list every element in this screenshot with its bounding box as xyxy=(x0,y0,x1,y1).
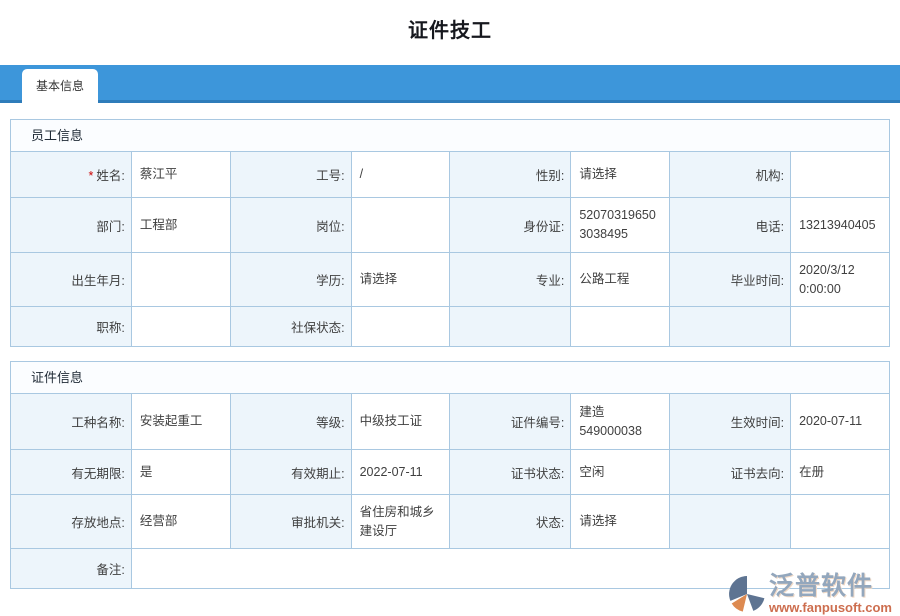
field-value xyxy=(130,548,891,589)
field-label: 电话: xyxy=(669,197,792,253)
field-label: 专业: xyxy=(449,252,572,307)
field-value xyxy=(790,494,890,549)
table-row: 有无期限: 是有效期止: 2022-07-11 证书状态: 空闲 证书去向: 在册 xyxy=(10,449,890,495)
page-title: 证件技工 xyxy=(408,20,492,42)
field-label: 审批机关: xyxy=(229,494,352,549)
watermark-brand: 泛普软件 xyxy=(768,572,873,600)
employee-info-table: * 姓名: 蔡江平 工号: / 性别: 请选择 机构: 部门: 工程部 岗位: 身份证: 5207031… xyxy=(10,151,890,347)
field-label: 性别: xyxy=(449,151,572,198)
field-label: 有无期限: xyxy=(10,449,132,495)
field-value: 请选择 xyxy=(570,151,671,198)
field-label: 工号: xyxy=(229,151,352,198)
field-label: 学历: xyxy=(229,252,352,307)
field-label xyxy=(669,494,792,549)
field-value: 安装起重工 xyxy=(130,393,231,450)
fanpu-logo-icon xyxy=(729,576,765,612)
watermark: 泛普软件 www.fanpusoft.com xyxy=(728,574,892,614)
field-value: 请选择 xyxy=(570,494,671,549)
field-value: 省住房和城乡 建设厅 xyxy=(350,494,451,549)
field-label: 状态: xyxy=(449,494,572,549)
field-value: 请选择 xyxy=(350,252,451,307)
field-value: 52070319650 3038495 xyxy=(570,197,671,253)
watermark-url: www.fanpusoft.com xyxy=(768,600,892,615)
field-value xyxy=(350,197,451,253)
field-value xyxy=(130,252,231,307)
watermark-text: 泛普软件 www.fanpusoft.com xyxy=(768,572,892,615)
field-value xyxy=(790,306,890,347)
section-certificate-info: 证件信息 工种名称: 安装起重工 等级: 中级技工证 证件编号: 建造 549000038… xyxy=(10,361,891,589)
field-value xyxy=(570,306,671,347)
field-label: 有效期止: xyxy=(229,449,352,495)
field-value: 工程部 xyxy=(130,197,231,253)
field-label: 机构: xyxy=(669,151,792,198)
field-value: 经营部 xyxy=(130,494,231,549)
field-value: 2022-07-11 xyxy=(350,449,451,495)
required-asterisk: * xyxy=(88,169,94,183)
table-row: * 姓名: 蔡江平 工号: / 性别: 请选择 机构: xyxy=(10,151,890,198)
tab-basic-info[interactable]: 基本信息 xyxy=(22,69,99,103)
content-area: 员工信息 * 姓名: 蔡江平 工号: / 性别: 请选择 机构: 部门: 工程部 岗位: 身份证: 52… xyxy=(0,119,900,589)
field-label: 毕业时间: xyxy=(669,252,792,307)
field-value: 空闲 xyxy=(570,449,671,495)
field-label: 职称: xyxy=(10,306,132,347)
field-label: 等级: xyxy=(229,393,352,450)
section-title-certificate-info: 证件信息 xyxy=(10,361,890,394)
section-title-employee-info: 员工信息 xyxy=(10,119,890,152)
field-value: 在册 xyxy=(790,449,890,495)
field-label: 证件编号: xyxy=(449,393,572,450)
field-value: 中级技工证 xyxy=(350,393,451,450)
table-row: 存放地点: 经营部 审批机关: 省住房和城乡 建设厅 状态: 请选择 xyxy=(10,494,890,549)
field-value: 建造 549000038 xyxy=(570,393,671,450)
field-label: 社保状态: xyxy=(229,306,352,347)
field-label: 部门: xyxy=(10,197,132,253)
field-value xyxy=(790,151,890,198)
field-label: 生效时间: xyxy=(669,393,792,450)
field-label xyxy=(449,306,572,347)
field-label: 工种名称: xyxy=(10,393,132,450)
field-label: * 姓名: xyxy=(10,151,132,198)
field-label: 身份证: xyxy=(449,197,572,253)
table-row: 工种名称: 安装起重工 等级: 中级技工证 证件编号: 建造 549000038 生效时间:… xyxy=(10,393,890,450)
field-value: 2020/3/12 0:00:00 xyxy=(790,252,890,307)
field-value: 公路工程 xyxy=(570,252,671,307)
field-value xyxy=(350,306,451,347)
field-label: 出生年月: xyxy=(10,252,132,307)
field-label: 岗位: xyxy=(229,197,352,253)
field-value: / xyxy=(350,151,451,198)
field-value: 2020-07-11 xyxy=(790,393,890,450)
certificate-info-table: 工种名称: 安装起重工 等级: 中级技工证 证件编号: 建造 549000038 生效时间:… xyxy=(10,393,891,589)
field-value: 13213940405 xyxy=(790,197,890,253)
table-row: 部门: 工程部 岗位: 身份证: 52070319650 3038495 电话: 13213… xyxy=(10,197,890,253)
field-label xyxy=(669,306,792,347)
table-row: 职称: 社保状态: xyxy=(10,306,890,347)
tab-bar: 基本信息 xyxy=(0,65,900,103)
field-label: 证书状态: xyxy=(449,449,572,495)
field-value xyxy=(130,306,231,347)
field-label: 备注: xyxy=(10,548,132,589)
field-label: 证书去向: xyxy=(669,449,792,495)
field-value: 蔡江平 xyxy=(130,151,231,198)
section-employee-info: 员工信息 * 姓名: 蔡江平 工号: / 性别: 请选择 机构: 部门: 工程部 岗位: 身份证: 52… xyxy=(10,119,890,347)
table-row: 备注: xyxy=(10,548,891,589)
table-row: 出生年月: 学历: 请选择 专业: 公路工程 毕业时间: 2020/3/12 0:00:00 xyxy=(10,252,890,307)
field-value: 是 xyxy=(130,449,231,495)
field-label: 存放地点: xyxy=(10,494,132,549)
